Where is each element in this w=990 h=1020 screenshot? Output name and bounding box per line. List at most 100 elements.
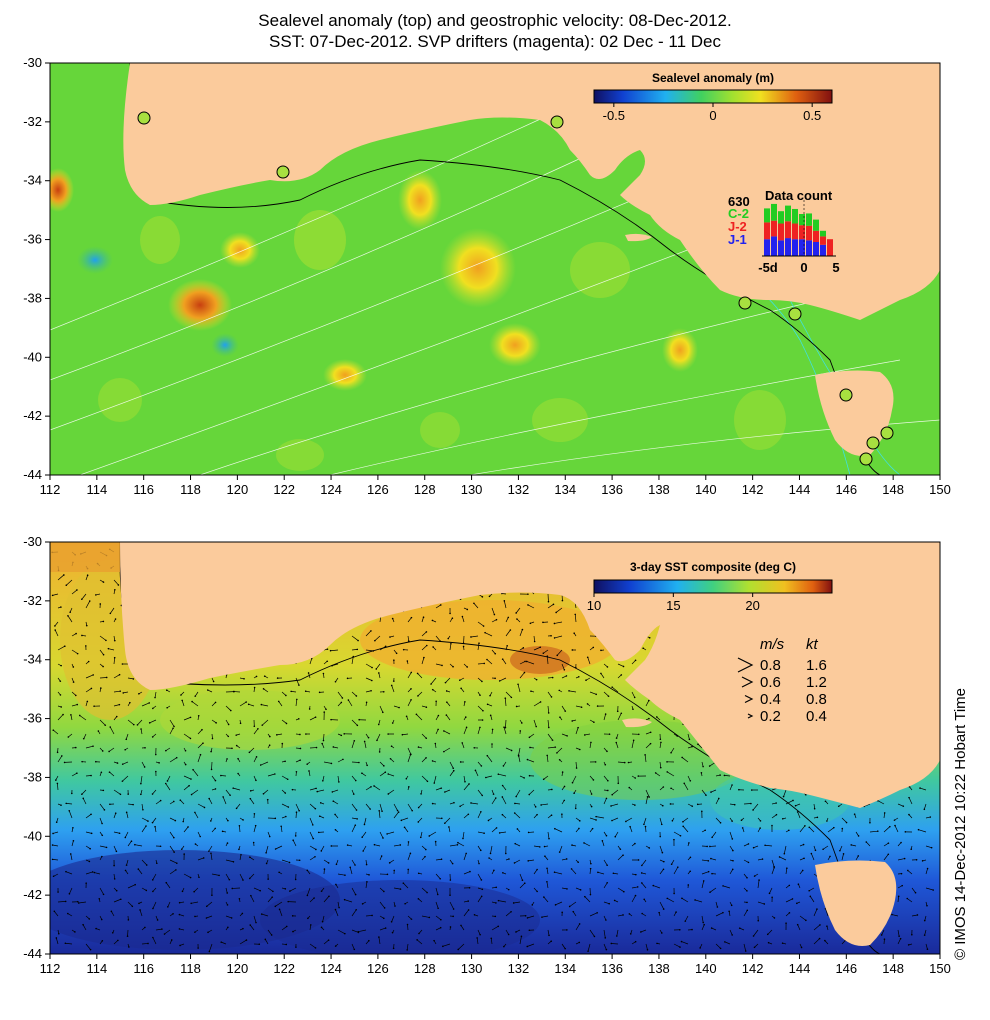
data-count-bar-segment bbox=[778, 240, 784, 256]
data-count-bar-segment bbox=[820, 236, 826, 245]
data-count-bar-segment bbox=[820, 244, 826, 256]
data-count-bar-segment bbox=[792, 239, 798, 256]
sst-axes: 112 114 116 118 120 122 124 126 128 130 132 134 136 1… bbox=[23, 534, 951, 976]
sst-lat-tick: -34 bbox=[23, 652, 42, 667]
sst-lat-tick: -36 bbox=[23, 711, 42, 726]
legend-speed-kt: 1.6 bbox=[806, 657, 827, 674]
sla-lon-tick: 142 bbox=[742, 482, 764, 497]
data-count-bar-segment bbox=[785, 205, 791, 222]
data-count-satellite: J-1 bbox=[728, 232, 747, 247]
sla-lon-tick: 146 bbox=[835, 482, 857, 497]
sla-lon-tick: 136 bbox=[601, 482, 623, 497]
figure-title: Sealevel anomaly (top) and geostrophic v… bbox=[0, 10, 990, 52]
sla-lon-tick: 134 bbox=[554, 482, 576, 497]
title-line-1: Sealevel anomaly (top) and geostrophic v… bbox=[258, 11, 732, 30]
data-count-x-label: 5 bbox=[832, 260, 839, 275]
sst-lon-tick: 136 bbox=[601, 961, 623, 976]
data-count-bar-segment bbox=[792, 223, 798, 240]
sst-lon-tick: 124 bbox=[320, 961, 342, 976]
sst-lon-tick: 114 bbox=[86, 961, 107, 976]
data-count-x-label: -5d bbox=[758, 260, 778, 275]
sst-map-frame bbox=[49, 541, 941, 955]
colorbar-tick-label: 10 bbox=[587, 598, 601, 613]
sla-lat-tick: -44 bbox=[23, 467, 42, 482]
legend-speed-ms: 0.4 bbox=[760, 691, 781, 708]
sla-lat-tick: -36 bbox=[23, 232, 42, 247]
sla-lon-tick: 132 bbox=[508, 482, 530, 497]
sst-lat-tick: -40 bbox=[23, 828, 42, 843]
sst-lon-tick: 126 bbox=[367, 961, 389, 976]
data-count-bar-segment bbox=[778, 211, 784, 224]
sst-lon-tick: 120 bbox=[227, 961, 249, 976]
sla-map-panel bbox=[50, 63, 940, 475]
data-count-bar-segment bbox=[792, 208, 798, 224]
sla-lon-tick: 126 bbox=[367, 482, 389, 497]
data-count-bar-segment bbox=[806, 225, 812, 241]
sla-lon-tick: 118 bbox=[180, 482, 201, 497]
sst-lon-tick: 148 bbox=[882, 961, 904, 976]
data-count-bar-segment bbox=[764, 222, 770, 240]
data-count-bar-segment bbox=[813, 230, 819, 242]
sla-colorbar: Sealevel anomaly (m) -0.5 0 0.5 bbox=[593, 71, 833, 123]
sla-lon-tick: 122 bbox=[273, 482, 295, 497]
data-count-max: 630 bbox=[728, 194, 750, 209]
sla-anomaly-patches bbox=[50, 168, 786, 471]
sla-land bbox=[123, 63, 940, 320]
sst-lat-tick: -44 bbox=[23, 946, 42, 961]
data-count-bar-segment bbox=[806, 213, 812, 226]
legend-arrow bbox=[744, 694, 754, 704]
sst-lon-tick: 140 bbox=[695, 961, 717, 976]
data-count-bar-segment bbox=[771, 220, 777, 237]
sla-lat-tick: -38 bbox=[23, 290, 42, 305]
legend-speed-ms: 0.2 bbox=[760, 708, 781, 725]
colorbar-tick-label: 0 bbox=[709, 108, 716, 123]
data-count-bar-segment bbox=[764, 208, 770, 223]
legend-speed-ms: 0.8 bbox=[760, 657, 781, 674]
sla-lon-tick: 124 bbox=[320, 482, 342, 497]
sla-lon-tick: 112 bbox=[40, 482, 61, 497]
sst-shelf-break bbox=[119, 542, 881, 954]
legend-arrow bbox=[747, 713, 754, 719]
legend-header-kt: kt bbox=[806, 636, 819, 653]
sst-colorbar-title: 3-day SST composite (deg C) bbox=[630, 560, 796, 574]
sla-tasmania bbox=[815, 370, 894, 456]
sst-lon-tick: 134 bbox=[554, 961, 576, 976]
sst-lon-tick: 130 bbox=[461, 961, 483, 976]
data-count-bar-segment bbox=[785, 221, 791, 239]
data-count-bar-segment bbox=[806, 240, 812, 256]
sst-kangaroo-island bbox=[622, 718, 652, 728]
data-count-bar-segment bbox=[799, 225, 805, 240]
title-line-2: SST: 07-Dec-2012. SVP drifters (magenta)… bbox=[269, 32, 721, 51]
sla-lon-tick: 114 bbox=[86, 482, 107, 497]
data-count-bar-segment bbox=[778, 223, 784, 241]
data-count-bar-segment bbox=[820, 230, 826, 237]
sst-lon-tick: 146 bbox=[835, 961, 857, 976]
sst-lon-tick: 150 bbox=[929, 961, 951, 976]
sst-lat-tick: -32 bbox=[23, 593, 42, 608]
data-count-bar-segment bbox=[764, 239, 770, 256]
sst-lon-tick: 142 bbox=[742, 961, 764, 976]
sla-lon-tick: 148 bbox=[882, 482, 904, 497]
colorbar-tick-label: 20 bbox=[745, 598, 759, 613]
sst-lon-tick: 122 bbox=[273, 961, 295, 976]
sla-lat-tick: -30 bbox=[23, 55, 42, 70]
sla-tide-gauges bbox=[137, 111, 894, 466]
credit-label: © IMOS 14-Dec-2012 10:22 Hobart Time bbox=[952, 687, 969, 960]
sla-kangaroo-island bbox=[625, 233, 652, 242]
sst-lon-tick: 116 bbox=[133, 961, 154, 976]
sst-lat-tick: -30 bbox=[23, 534, 42, 549]
sst-lon-tick: 144 bbox=[789, 961, 811, 976]
sla-lat-tick: -40 bbox=[23, 349, 42, 364]
sst-lon-tick: 138 bbox=[648, 961, 670, 976]
sst-lon-tick: 112 bbox=[40, 961, 61, 976]
legend-header-ms: m/s bbox=[760, 636, 785, 653]
colorbar-tick-label: -0.5 bbox=[603, 108, 625, 123]
data-count-satellite: C-2 bbox=[728, 206, 749, 221]
data-count-bar-segment bbox=[771, 203, 777, 221]
sla-lon-tick: 144 bbox=[789, 482, 811, 497]
sla-map-frame bbox=[49, 62, 941, 476]
legend-speed-kt: 1.2 bbox=[806, 674, 827, 691]
sla-lat-tick: -34 bbox=[23, 173, 42, 188]
sla-lon-tick: 140 bbox=[695, 482, 717, 497]
